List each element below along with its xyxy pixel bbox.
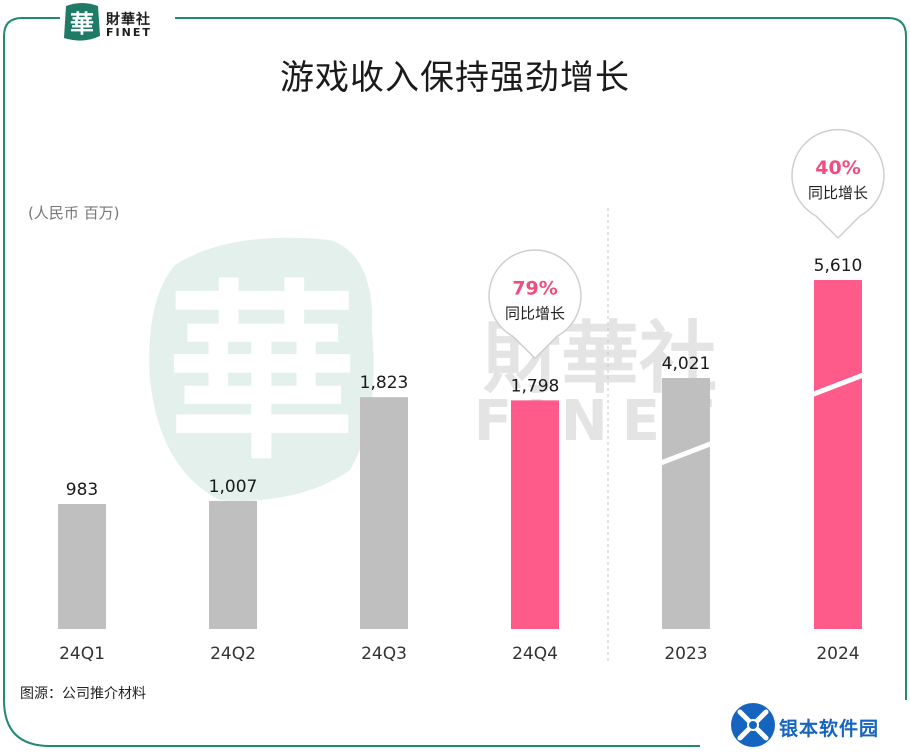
unit-label: (人民币 百万) bbox=[28, 204, 120, 222]
value-label-24q3: 1,823 bbox=[360, 373, 409, 393]
brand-name-en: FINET bbox=[106, 26, 152, 39]
bar-2024 bbox=[814, 280, 862, 629]
bar-24q2 bbox=[209, 500, 257, 629]
value-label-24q1: 983 bbox=[66, 480, 98, 500]
bar-24q4 bbox=[511, 400, 559, 629]
watermark: 華 財華社 FINET bbox=[149, 237, 717, 501]
axis-break-2024 bbox=[811, 372, 865, 398]
category-label-2024: 2024 bbox=[816, 644, 859, 664]
value-label-2024: 5,610 bbox=[814, 256, 863, 276]
category-label-2023: 2023 bbox=[664, 644, 707, 664]
growth-bubble-2024 bbox=[791, 128, 885, 240]
brand-logo-char: 華 bbox=[70, 10, 94, 38]
category-label-24q1: 24Q1 bbox=[59, 644, 105, 664]
growth-value-24q4: 79% bbox=[512, 277, 557, 299]
category-label-24q3: 24Q3 bbox=[361, 644, 407, 664]
bar-2023 bbox=[662, 378, 710, 629]
source-note: 图源：公司推介材料 bbox=[20, 686, 146, 702]
frame-border bbox=[3, 17, 907, 747]
chart-title: 游戏收入保持强劲增长 bbox=[280, 58, 630, 98]
bar-24q3 bbox=[360, 397, 408, 629]
value-label-24q4: 1,798 bbox=[511, 376, 560, 396]
bar-24q1 bbox=[58, 504, 106, 629]
corner-logo-text: 银本软件园 bbox=[779, 718, 880, 740]
watermark-char: 華 bbox=[167, 264, 357, 485]
growth-value-2024: 40% bbox=[815, 157, 860, 179]
brand-logo-icon: 華 bbox=[64, 3, 100, 41]
value-label-2023: 4,021 bbox=[662, 354, 711, 374]
growth-bubble-24q4 bbox=[488, 249, 582, 360]
category-label-24q2: 24Q2 bbox=[210, 644, 256, 664]
corner-logo-icon bbox=[731, 703, 775, 747]
value-label-24q2: 1,007 bbox=[209, 477, 258, 497]
growth-label-2024: 同比增长 bbox=[808, 184, 868, 202]
growth-label-24q4: 同比增长 bbox=[505, 304, 565, 322]
brand-name-cn: 財華社 bbox=[106, 12, 151, 28]
category-label-24q4: 24Q4 bbox=[512, 644, 558, 664]
axis-break-2023 bbox=[659, 440, 713, 466]
